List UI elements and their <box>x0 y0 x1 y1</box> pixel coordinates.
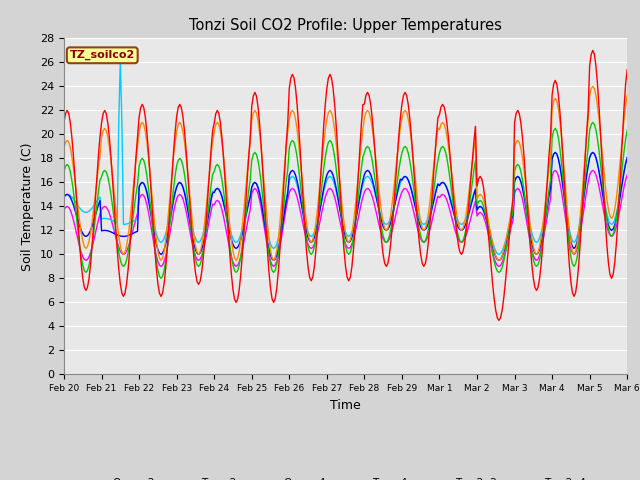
X-axis label: Time: Time <box>330 399 361 412</box>
Legend: Open -2cm, Tree -2cm, Open -4cm, Tree -4cm, Tree2 -2cm, Tree2 -4cm: Open -2cm, Tree -2cm, Open -4cm, Tree -4… <box>86 474 605 480</box>
Title: Tonzi Soil CO2 Profile: Upper Temperatures: Tonzi Soil CO2 Profile: Upper Temperatur… <box>189 18 502 33</box>
Text: TZ_soilco2: TZ_soilco2 <box>70 50 135 60</box>
Y-axis label: Soil Temperature (C): Soil Temperature (C) <box>22 142 35 271</box>
